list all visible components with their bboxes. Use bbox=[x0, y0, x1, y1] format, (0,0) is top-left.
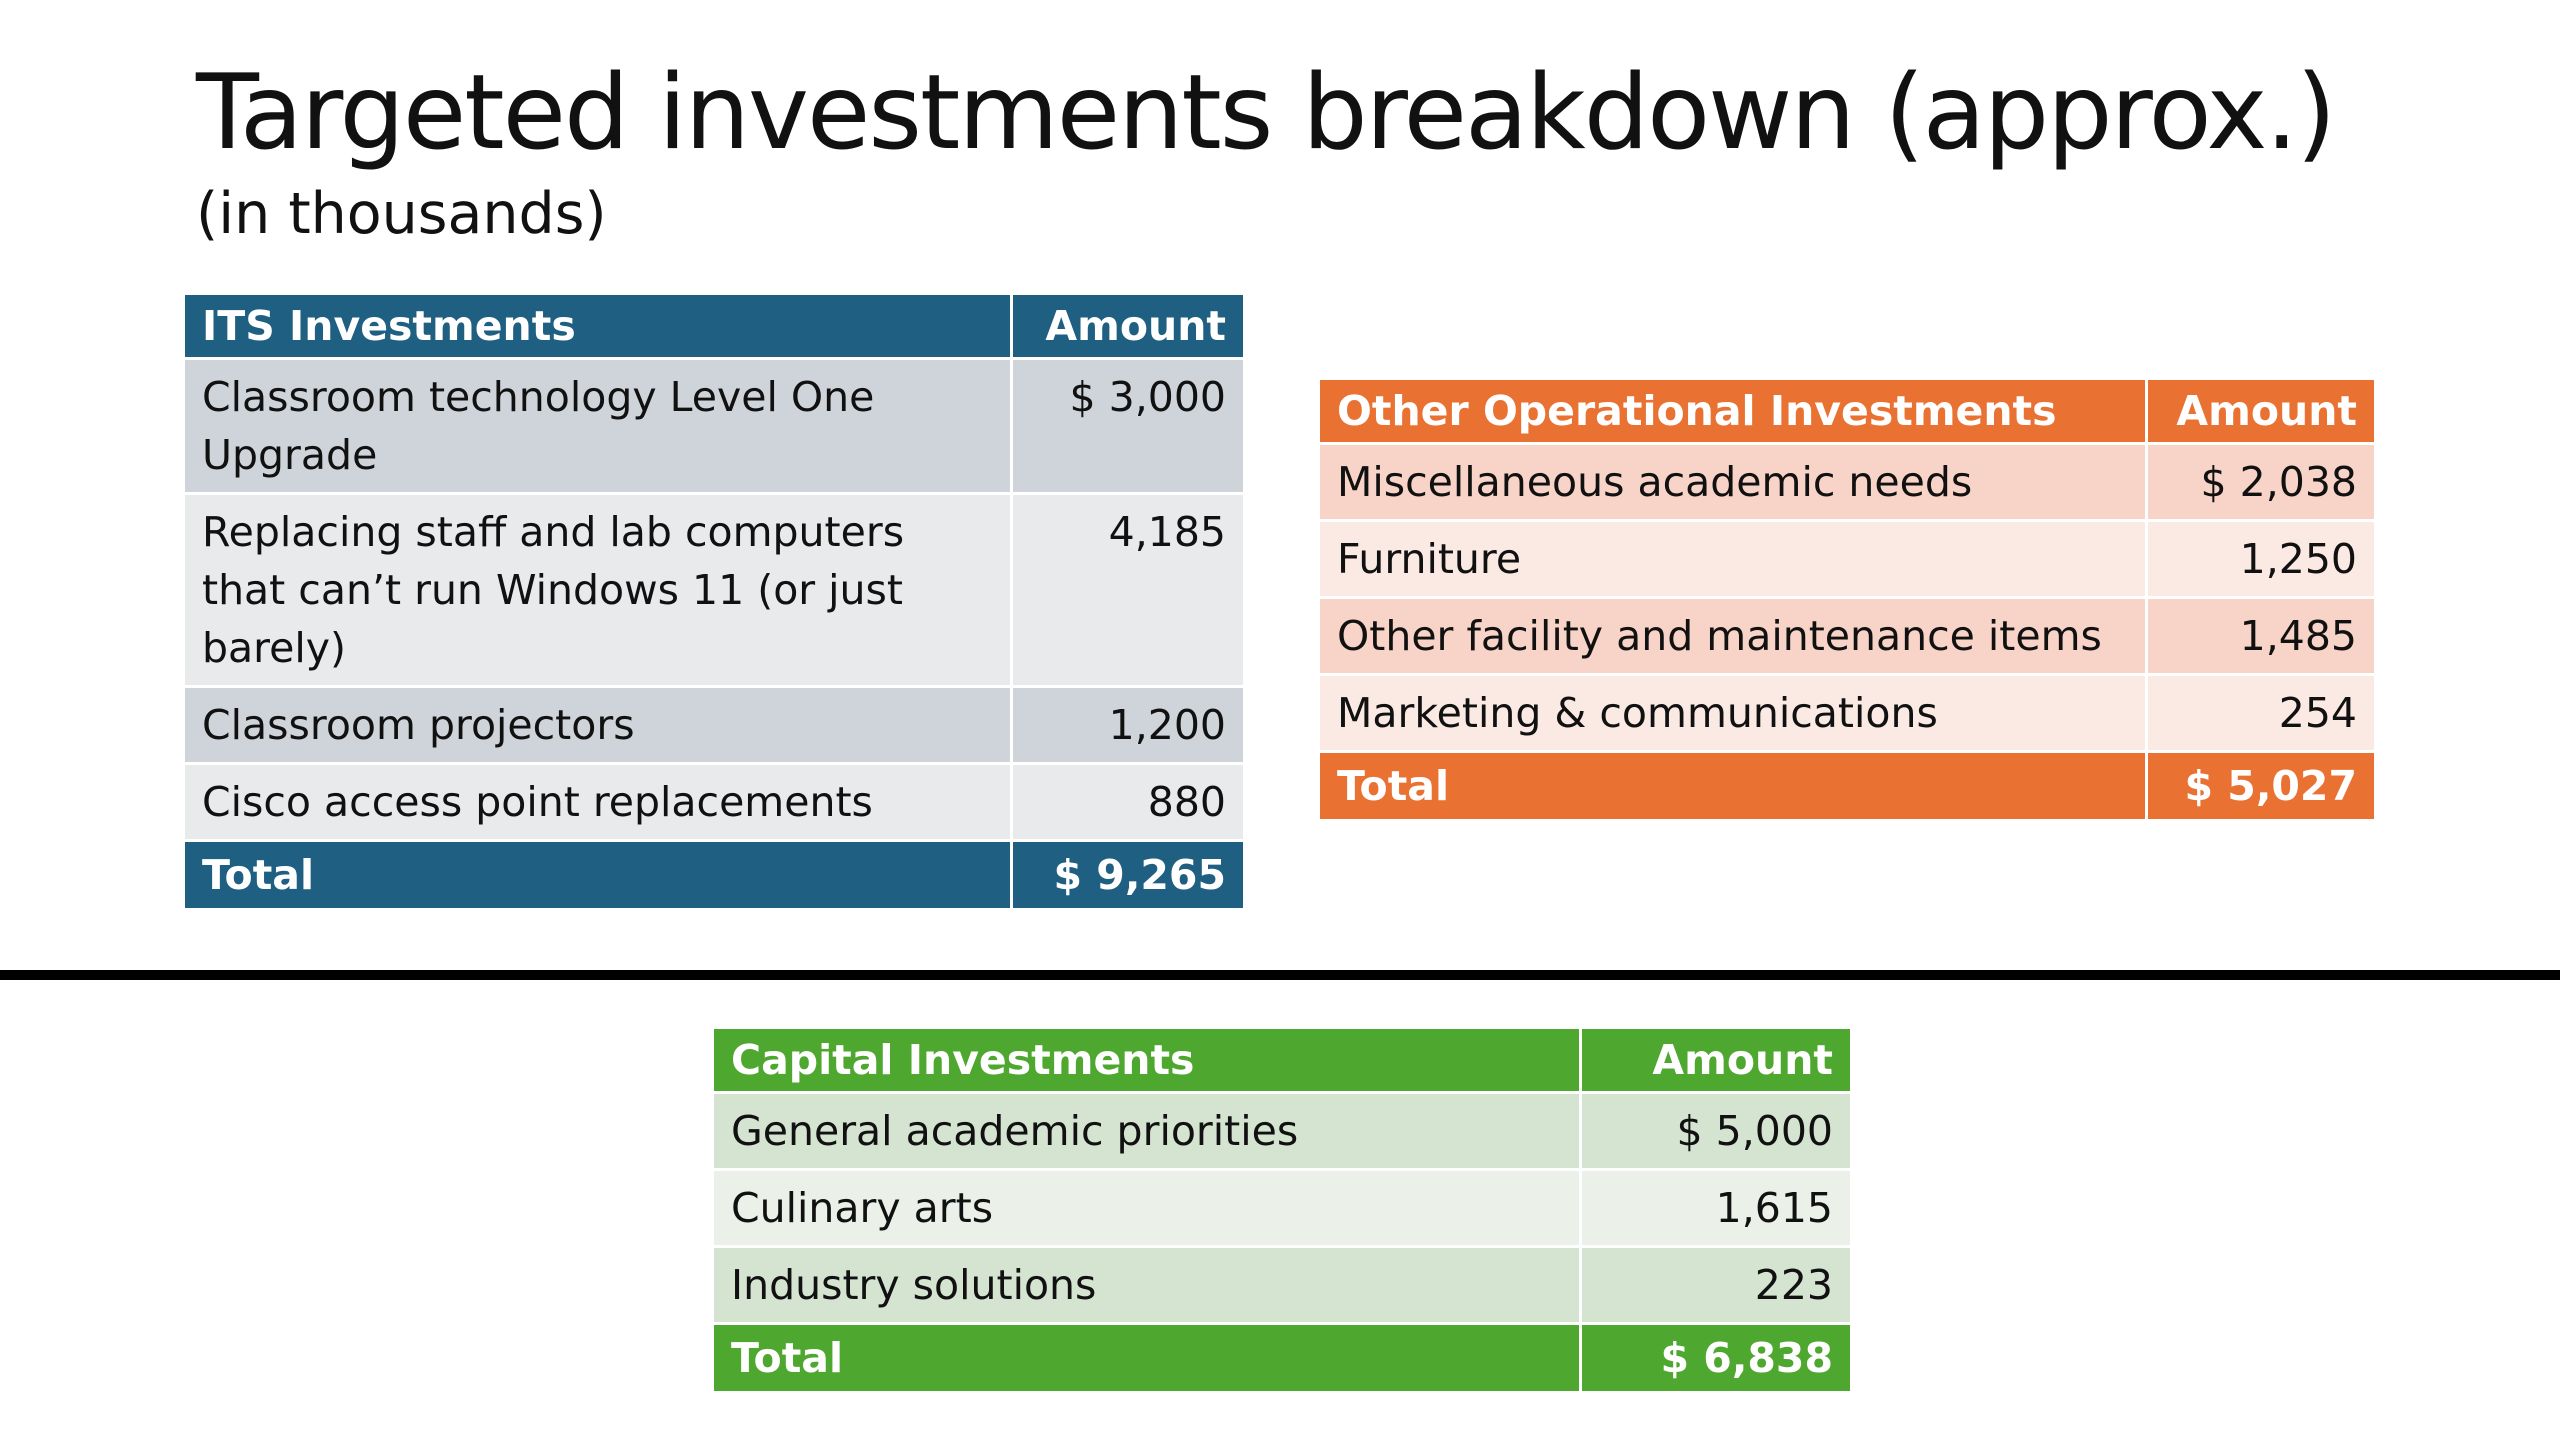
capital-total-label: Total bbox=[714, 1325, 1579, 1391]
section-divider bbox=[0, 970, 2560, 980]
other-amount: $ 2,038 bbox=[2148, 445, 2374, 519]
table-header-row: Capital Investments Amount bbox=[714, 1029, 1850, 1091]
other-amount: 254 bbox=[2148, 676, 2374, 750]
other-table-title: Other Operational Investments bbox=[1320, 380, 2145, 442]
table-row: Classroom technology Level One Upgrade $… bbox=[185, 360, 1243, 492]
other-amount: 1,250 bbox=[2148, 522, 2374, 596]
table-header-row: Other Operational Investments Amount bbox=[1320, 380, 2374, 442]
other-amount-header: Amount bbox=[2148, 380, 2374, 442]
slide-title: Targeted investments breakdown (approx.) bbox=[196, 53, 2336, 173]
table-row: Replacing staff and lab computers that c… bbox=[185, 495, 1243, 685]
total-row: Total $ 9,265 bbox=[185, 842, 1243, 908]
capital-item: Culinary arts bbox=[714, 1171, 1579, 1245]
its-amount: $ 3,000 bbox=[1013, 360, 1243, 492]
other-item: Furniture bbox=[1320, 522, 2145, 596]
total-row: Total $ 5,027 bbox=[1320, 753, 2374, 819]
capital-item: Industry solutions bbox=[714, 1248, 1579, 1322]
its-item: Classroom projectors bbox=[185, 688, 1010, 762]
table-row: Miscellaneous academic needs $ 2,038 bbox=[1320, 445, 2374, 519]
its-item: Replacing staff and lab computers that c… bbox=[185, 495, 1010, 685]
table-row: Furniture 1,250 bbox=[1320, 522, 2374, 596]
capital-total-amount: $ 6,838 bbox=[1582, 1325, 1850, 1391]
table-header-row: ITS Investments Amount bbox=[185, 295, 1243, 357]
its-amount: 1,200 bbox=[1013, 688, 1243, 762]
its-investments-table: ITS Investments Amount Classroom technol… bbox=[182, 292, 1246, 911]
slide-subtitle: (in thousands) bbox=[196, 181, 607, 247]
other-operational-investments-table: Other Operational Investments Amount Mis… bbox=[1317, 377, 2377, 822]
its-amount: 880 bbox=[1013, 765, 1243, 839]
other-amount: 1,485 bbox=[2148, 599, 2374, 673]
total-row: Total $ 6,838 bbox=[714, 1325, 1850, 1391]
table-row: Industry solutions 223 bbox=[714, 1248, 1850, 1322]
capital-investments-table: Capital Investments Amount General acade… bbox=[711, 1026, 1853, 1394]
its-item: Cisco access point replacements bbox=[185, 765, 1010, 839]
other-item: Other facility and maintenance items bbox=[1320, 599, 2145, 673]
its-table-title: ITS Investments bbox=[185, 295, 1010, 357]
table-row: Classroom projectors 1,200 bbox=[185, 688, 1243, 762]
capital-amount: 223 bbox=[1582, 1248, 1850, 1322]
table-row: Marketing & communications 254 bbox=[1320, 676, 2374, 750]
capital-amount-header: Amount bbox=[1582, 1029, 1850, 1091]
capital-amount: $ 5,000 bbox=[1582, 1094, 1850, 1168]
table-row: General academic priorities $ 5,000 bbox=[714, 1094, 1850, 1168]
other-total-label: Total bbox=[1320, 753, 2145, 819]
table-row: Culinary arts 1,615 bbox=[714, 1171, 1850, 1245]
other-item: Miscellaneous academic needs bbox=[1320, 445, 2145, 519]
its-amount-header: Amount bbox=[1013, 295, 1243, 357]
other-item: Marketing & communications bbox=[1320, 676, 2145, 750]
capital-amount: 1,615 bbox=[1582, 1171, 1850, 1245]
table-row: Other facility and maintenance items 1,4… bbox=[1320, 599, 2374, 673]
other-total-amount: $ 5,027 bbox=[2148, 753, 2374, 819]
its-amount: 4,185 bbox=[1013, 495, 1243, 685]
its-total-label: Total bbox=[185, 842, 1010, 908]
its-item: Classroom technology Level One Upgrade bbox=[185, 360, 1010, 492]
its-total-amount: $ 9,265 bbox=[1013, 842, 1243, 908]
table-row: Cisco access point replacements 880 bbox=[185, 765, 1243, 839]
capital-item: General academic priorities bbox=[714, 1094, 1579, 1168]
capital-table-title: Capital Investments bbox=[714, 1029, 1579, 1091]
